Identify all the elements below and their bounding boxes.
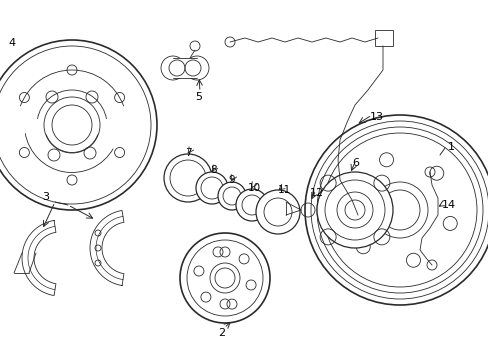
Text: 10: 10 bbox=[247, 183, 261, 193]
Circle shape bbox=[218, 182, 245, 210]
Circle shape bbox=[316, 172, 392, 248]
Text: 6: 6 bbox=[351, 158, 358, 168]
Text: 7: 7 bbox=[184, 148, 191, 158]
Text: 14: 14 bbox=[441, 200, 455, 210]
Text: 13: 13 bbox=[369, 112, 383, 122]
Text: 8: 8 bbox=[209, 165, 216, 175]
Text: 9: 9 bbox=[227, 175, 234, 185]
Bar bbox=[374, 30, 392, 46]
Polygon shape bbox=[90, 211, 123, 285]
Text: 3: 3 bbox=[42, 192, 49, 202]
Circle shape bbox=[163, 154, 212, 202]
Text: 1: 1 bbox=[447, 142, 454, 152]
Text: 11: 11 bbox=[278, 185, 291, 195]
Circle shape bbox=[256, 190, 299, 234]
Text: 12: 12 bbox=[309, 188, 324, 198]
Text: 2: 2 bbox=[218, 328, 224, 338]
Circle shape bbox=[161, 56, 184, 80]
Text: 5: 5 bbox=[195, 92, 202, 102]
Circle shape bbox=[184, 56, 208, 80]
Circle shape bbox=[196, 172, 227, 204]
Text: 4: 4 bbox=[8, 38, 15, 48]
Circle shape bbox=[236, 189, 267, 221]
Bar bbox=[173, 58, 197, 78]
Polygon shape bbox=[22, 220, 56, 296]
